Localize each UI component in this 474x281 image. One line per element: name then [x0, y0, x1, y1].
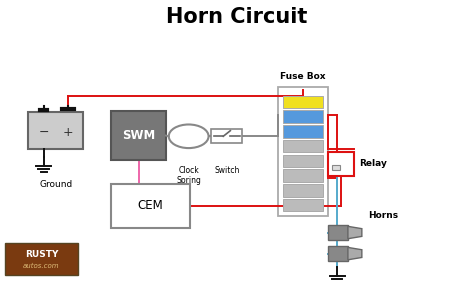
FancyBboxPatch shape [283, 110, 323, 123]
Text: −: − [38, 126, 49, 139]
FancyBboxPatch shape [283, 96, 323, 108]
FancyBboxPatch shape [283, 155, 323, 167]
FancyBboxPatch shape [211, 129, 242, 143]
FancyBboxPatch shape [328, 225, 348, 240]
Text: Horns: Horns [369, 211, 399, 220]
FancyBboxPatch shape [283, 184, 323, 197]
Text: Switch: Switch [214, 166, 240, 175]
Text: SWM: SWM [122, 129, 155, 142]
Text: CEM: CEM [137, 199, 164, 212]
Text: Fuse Box: Fuse Box [281, 72, 326, 81]
Text: Clock
Spring: Clock Spring [176, 166, 201, 185]
FancyBboxPatch shape [283, 199, 323, 211]
FancyBboxPatch shape [111, 184, 190, 228]
Polygon shape [348, 247, 362, 260]
Text: Relay: Relay [359, 159, 387, 168]
FancyBboxPatch shape [283, 169, 323, 182]
Text: autos.com: autos.com [23, 263, 60, 269]
FancyBboxPatch shape [28, 112, 83, 149]
FancyBboxPatch shape [328, 152, 354, 176]
Text: +: + [63, 126, 73, 139]
Text: Horn Circuit: Horn Circuit [166, 7, 308, 27]
Polygon shape [348, 226, 362, 239]
FancyBboxPatch shape [278, 87, 328, 216]
FancyBboxPatch shape [328, 246, 348, 261]
FancyBboxPatch shape [283, 140, 323, 152]
Circle shape [169, 124, 209, 148]
Text: RUSTY: RUSTY [25, 250, 58, 259]
FancyBboxPatch shape [332, 165, 339, 170]
FancyBboxPatch shape [111, 111, 166, 160]
FancyBboxPatch shape [5, 243, 78, 275]
Text: Ground: Ground [39, 180, 73, 189]
FancyBboxPatch shape [283, 125, 323, 138]
